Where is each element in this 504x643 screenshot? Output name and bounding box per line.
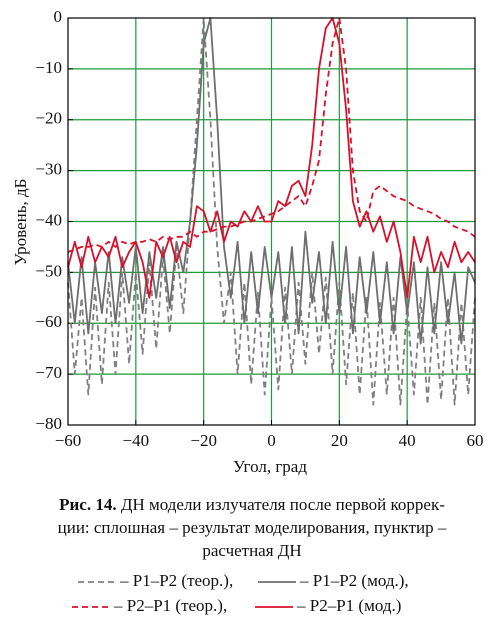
caption-text: расчетная ДН (202, 541, 301, 560)
series-line (67, 17, 476, 299)
y-tick-label: −10 (35, 58, 62, 77)
y-tick-label: −20 (35, 109, 62, 128)
x-tick-label: 0 (267, 431, 276, 450)
series-line (67, 17, 476, 345)
plot-frame (67, 17, 476, 426)
legend-label: – Р2–Р1 (теор.), (113, 596, 227, 615)
y-tick-label: −70 (35, 363, 62, 382)
legend-label: – Р1–Р2 (теор.), (119, 571, 233, 590)
x-tick-label: 60 (467, 431, 484, 450)
y-tick-label: 0 (54, 7, 63, 26)
legend-label: – Р1–Р2 (мод.), (299, 571, 409, 590)
caption-text: ции: сплошная – результат моделирования,… (58, 518, 447, 537)
y-tick-label: −30 (35, 160, 62, 179)
x-tick-label: −60 (55, 431, 82, 450)
x-tick-label: 40 (399, 431, 416, 450)
y-tick-label: −80 (35, 414, 62, 433)
x-axis-label: Угол, град (233, 457, 307, 476)
x-tick-label: −40 (123, 431, 150, 450)
x-tick-label: 20 (331, 431, 348, 450)
caption-label: Рис. 14. (59, 495, 116, 514)
y-tick-label: −50 (35, 261, 62, 280)
caption-text: ДН модели излучателя после первой коррек… (121, 495, 445, 514)
y-tick-label: −40 (35, 210, 62, 229)
x-tick-label: −20 (190, 431, 217, 450)
caption-line: Рис. 14. ДН модели излучателя после перв… (59, 495, 445, 514)
y-axis-label: Уровень, дБ (11, 179, 30, 266)
legend-label: – Р2–Р1 (мод.) (296, 596, 401, 615)
y-tick-label: −60 (35, 312, 62, 331)
